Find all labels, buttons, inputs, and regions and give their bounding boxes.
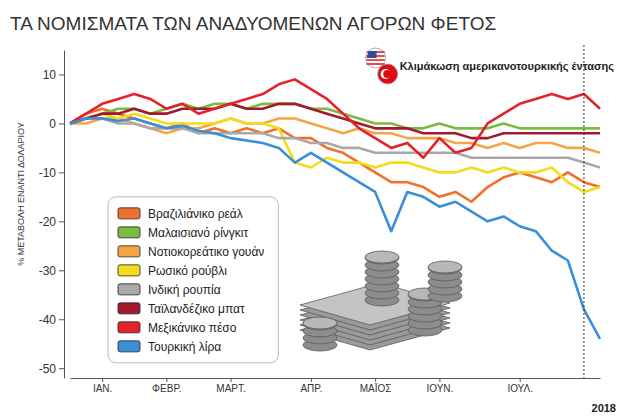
coin-top <box>365 251 399 263</box>
coin-top <box>428 261 462 273</box>
flag-canton <box>367 51 377 58</box>
x-tick-label: ΜΑΪΟΣ <box>360 383 392 394</box>
y-tick-mark <box>59 74 64 75</box>
legend-label: Μαλαισιανό ρίνγκιτ <box>148 226 249 240</box>
flags-icon <box>366 48 398 84</box>
x-tick: ΜΑΪΟΣ <box>360 378 392 394</box>
y-axis: 10 0 -10 -20 -30 -40 -50 <box>39 51 65 379</box>
x-tick-label: ΦΕΒΡ. <box>152 383 182 394</box>
y-tick-mark <box>59 368 64 369</box>
legend-swatch <box>118 341 140 352</box>
x-tick: ΙΑΝ. <box>93 378 112 394</box>
flag-crescent <box>381 69 391 79</box>
y-tick: -30 <box>39 264 64 278</box>
series-line <box>70 119 600 339</box>
legend-label: Τουρκική λίρα <box>148 340 221 354</box>
y-tick-label: -30 <box>39 264 57 278</box>
y-axis-line <box>64 51 65 379</box>
legend-swatch <box>118 303 140 314</box>
x-tick: ΦΕΒΡ. <box>152 378 182 394</box>
x-tick-label: ΙΟΥΛ. <box>507 383 533 394</box>
y-tick-label: 10 <box>43 68 57 82</box>
series-line <box>70 119 600 168</box>
y-tick-label: -20 <box>39 215 57 229</box>
x-tick-mark <box>439 378 440 382</box>
annotation-text: Κλιμάκωση αμερικανοτουρκικής έντασης <box>400 60 615 73</box>
legend-label: Ταϊλανδέζικο μπατ <box>148 302 245 316</box>
x-tick-label: ΑΠΡ. <box>300 383 322 394</box>
legend-box <box>108 197 278 363</box>
x-tick-mark <box>375 378 376 382</box>
legend-swatch <box>118 322 140 333</box>
x-tick-label: ΙΟΥΝ. <box>426 383 453 394</box>
x-tick-mark <box>231 378 232 382</box>
series-line <box>70 79 600 157</box>
legend-label: Νοτιοκορεάτικο γουάν <box>148 245 264 259</box>
annotation-line <box>583 45 584 378</box>
coin <box>365 252 399 264</box>
y-tick-label: -10 <box>39 166 57 180</box>
flag-stripe <box>367 63 385 65</box>
legend-swatch <box>118 208 140 219</box>
x-tick-label: ΙΑΝ. <box>93 383 112 394</box>
title: ΤΑ ΝΟΜΙΣΜΑΤΑ ΤΩΝ ΑΝΑΔΥΟΜΕΝΩΝ ΑΓΟΡΩΝ ΦΕΤΟ… <box>10 13 496 34</box>
x-axis: ΙΑΝ. ΦΕΒΡ. ΜΑΡΤ. ΑΠΡ. ΜΑΪΟΣ ΙΟΥΝ. ΙΟΥΛ. <box>71 378 601 394</box>
x-tick-mark <box>166 378 167 382</box>
legend-swatch <box>118 284 140 295</box>
y-tick-mark <box>59 221 64 222</box>
y-tick: 0 <box>49 117 64 131</box>
series-line <box>70 114 600 192</box>
coin <box>428 262 462 274</box>
money-icon <box>300 251 462 351</box>
y-tick-mark <box>59 270 64 271</box>
y-tick: -20 <box>39 215 64 229</box>
series-line <box>70 104 600 138</box>
x-tick: ΜΑΡΤ. <box>216 378 245 394</box>
legend-label: Μεξικάνικο πέσο <box>148 321 237 335</box>
x-tick-label: ΜΑΡΤ. <box>216 383 245 394</box>
y-tick: -10 <box>39 166 64 180</box>
legend-swatch <box>118 265 140 276</box>
y-tick-mark <box>59 172 64 173</box>
x-tick: ΑΠΡ. <box>300 378 322 394</box>
x-axis-line <box>71 378 601 379</box>
chart: ΤΑ ΝΟΜΙΣΜΑΤΑ ΤΩΝ ΑΝΑΔΥΟΜΕΝΩΝ ΑΓΟΡΩΝ ΦΕΤΟ… <box>0 0 630 420</box>
flag-tr <box>378 64 398 84</box>
y-tick-mark <box>59 123 64 124</box>
x-tick-mark <box>520 378 521 382</box>
y-tick-label: 0 <box>49 117 56 131</box>
legend: Βραζιλιάνικο ρεάλ Μαλαισιανό ρίνγκιτ Νοτιο… <box>108 197 278 363</box>
y-tick-label: -40 <box>39 313 57 327</box>
x-axis-title: 2018 <box>592 402 616 414</box>
y-tick: -50 <box>39 362 64 376</box>
flag-stripe <box>367 59 385 61</box>
x-tick: ΙΟΥΛ. <box>507 378 533 394</box>
legend-label: Ινδική ρουπία <box>148 283 221 297</box>
legend-label: Βραζιλιάνικο ρεάλ <box>148 207 243 221</box>
x-tick: ΙΟΥΝ. <box>426 378 453 394</box>
x-tick-mark <box>311 378 312 382</box>
y-axis-title: % ΜΕΤΑΒΟΛΗ ΕΝΑΝΤΙ ΔΟΛΑΡΙΟΥ <box>16 122 26 266</box>
legend-label: Ρωσικό ρούβλι <box>148 264 227 278</box>
y-tick-label: -50 <box>39 362 57 376</box>
x-tick-mark <box>102 378 103 382</box>
coin-top <box>303 317 337 329</box>
y-tick: 10 <box>43 68 64 82</box>
legend-swatch <box>118 246 140 257</box>
flag-crescent-cut <box>383 70 391 78</box>
coin <box>303 318 337 330</box>
legend-swatch <box>118 227 140 238</box>
y-tick-mark <box>59 319 64 320</box>
y-tick: -40 <box>39 313 64 327</box>
